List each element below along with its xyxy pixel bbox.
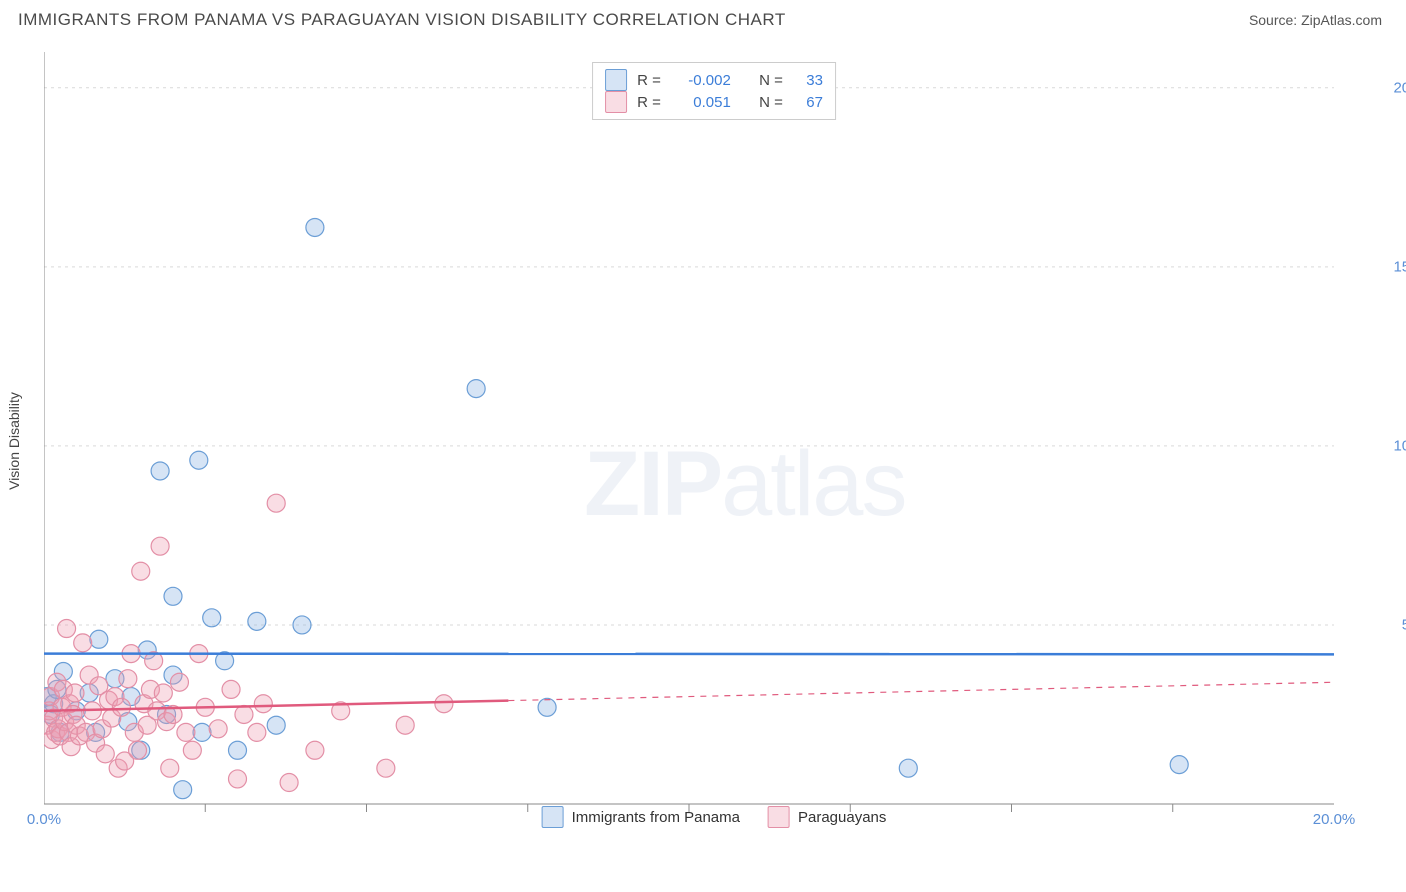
r-value: -0.002: [671, 70, 731, 91]
legend-stat-row: R = 0.051 N = 67: [605, 91, 823, 113]
n-label: N =: [759, 70, 783, 91]
n-label: N =: [759, 92, 783, 113]
n-value: 67: [793, 92, 823, 113]
y-tick-label: 15.0%: [1393, 258, 1406, 275]
r-label: R =: [637, 92, 661, 113]
x-tick-label: 0.0%: [27, 811, 61, 828]
scatter-plot: [44, 52, 1384, 830]
legend-swatch: [542, 806, 564, 828]
legend-label: Paraguayans: [798, 809, 886, 826]
legend-stat-row: R = -0.002 N = 33: [605, 69, 823, 91]
source-label: Source: ZipAtlas.com: [1249, 12, 1382, 28]
legend-stats: R = -0.002 N = 33 R = 0.051 N = 67: [592, 62, 836, 120]
x-tick-label: 20.0%: [1313, 811, 1356, 828]
chart-area: Vision Disability ZIPatlas R =-0.002 N =…: [44, 52, 1384, 830]
legend-swatch: [768, 806, 790, 828]
y-tick-label: 10.0%: [1393, 437, 1406, 454]
legend-label: Immigrants from Panama: [572, 809, 740, 826]
legend-swatch: [605, 91, 627, 113]
r-label: R =: [637, 70, 661, 91]
legend-item: Paraguayans: [768, 806, 886, 828]
y-axis-label: Vision Disability: [6, 392, 22, 490]
y-tick-label: 5.0%: [1402, 616, 1406, 633]
n-value: 33: [793, 70, 823, 91]
legend-bottom: Immigrants from Panama Paraguayans: [542, 806, 887, 828]
r-value: 0.051: [671, 92, 731, 113]
legend-item: Immigrants from Panama: [542, 806, 740, 828]
y-tick-label: 20.0%: [1393, 79, 1406, 96]
chart-title: IMMIGRANTS FROM PANAMA VS PARAGUAYAN VIS…: [18, 10, 786, 30]
legend-swatch: [605, 69, 627, 91]
